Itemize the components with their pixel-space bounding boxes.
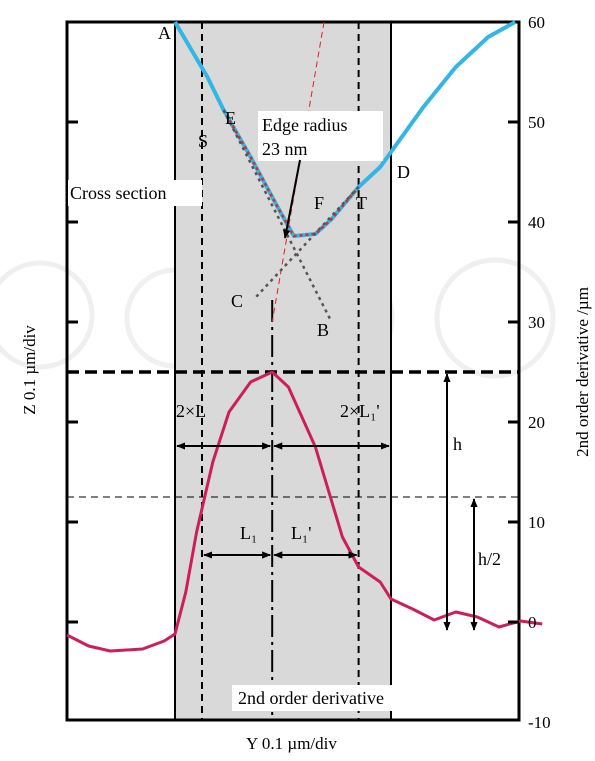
tick-label-20: 20 <box>528 413 545 432</box>
tick-label-0: 0 <box>528 613 537 632</box>
derivative-box <box>232 685 440 711</box>
tick-label-60: 60 <box>528 13 545 32</box>
label-C: C <box>231 291 243 311</box>
tick-label--10: -10 <box>528 713 551 732</box>
derivative-label: 2nd order derivative <box>238 688 384 708</box>
label-B: B <box>317 320 329 340</box>
label-h-half: h/2 <box>478 549 501 569</box>
label-T: T <box>356 193 367 213</box>
edge-radius-box <box>258 111 383 161</box>
label-F: F <box>314 193 324 213</box>
x-axis-title: Y 0.1 µm/div <box>246 734 337 753</box>
second-derivative-curve <box>66 370 543 653</box>
label-A: A <box>158 23 171 43</box>
cross-section-box <box>68 180 202 206</box>
y-axis-left-title: Z 0.1 µm/div <box>20 325 39 415</box>
label-L1: L₁ <box>240 523 257 543</box>
edge-radius-label: Edge radius <box>262 115 347 135</box>
label-h: h <box>453 434 462 454</box>
tick-label-10: 10 <box>528 513 545 532</box>
label-2L1p: 2×L₁' <box>340 401 380 421</box>
label-D: D <box>397 162 410 182</box>
guide-lines <box>67 22 519 720</box>
label-2L: 2×L <box>176 401 206 421</box>
cross-section-label: Cross section <box>70 183 167 203</box>
curves <box>66 20 543 653</box>
label-S: S <box>198 131 208 151</box>
fit-line-SB <box>222 109 333 323</box>
axis-ticks: -10 0 10 20 30 40 50 60 <box>67 13 551 732</box>
fit-overlay-red <box>222 109 360 238</box>
edge-radius-value: 23 nm <box>262 139 308 159</box>
tick-label-50: 50 <box>528 113 545 132</box>
tick-label-40: 40 <box>528 213 545 232</box>
label-L1p: L₁' <box>291 523 312 543</box>
tick-label-30: 30 <box>528 313 545 332</box>
dimension-arrows <box>176 373 478 631</box>
label-E: E <box>225 108 236 128</box>
edge-radius-arrow <box>282 159 301 239</box>
y-axis-right-title: 2nd order derivative /µm <box>573 287 592 457</box>
